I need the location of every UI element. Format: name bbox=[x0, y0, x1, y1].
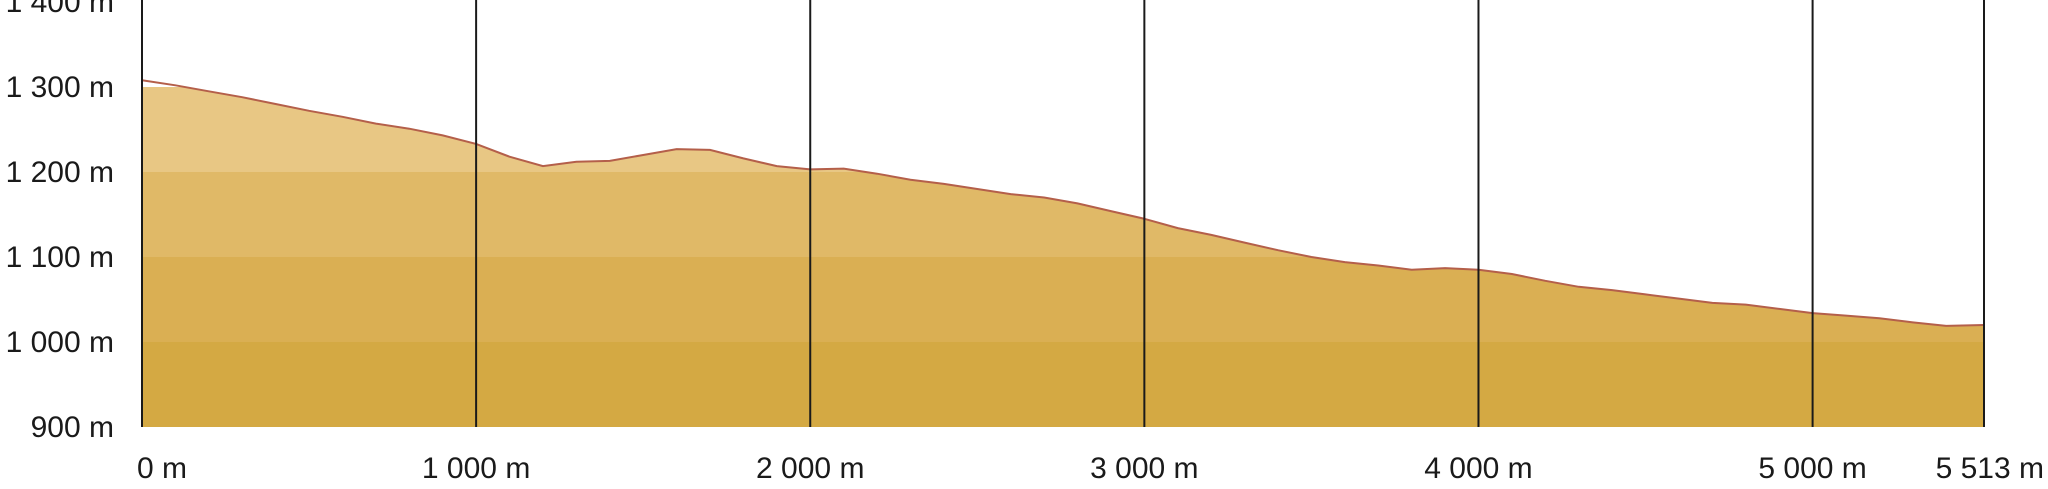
x-tick-label: 5 000 m bbox=[1758, 452, 1866, 485]
x-tick-label: 3 000 m bbox=[1090, 452, 1198, 485]
y-axis-tick-labels: 900 m 1 000 m 1 100 m 1 200 m 1 300 m 1 400 m bbox=[6, 0, 114, 444]
x-tick-label: 0 m bbox=[137, 452, 187, 485]
x-axis-tick-labels: 0 m 1 000 m 2 000 m 3 000 m 4 000 m 5 000 m 5 … bbox=[137, 452, 2044, 485]
y-tick-label: 1 200 m bbox=[6, 156, 114, 189]
sky-mask bbox=[142, 0, 1984, 326]
y-tick-label: 900 m bbox=[31, 411, 114, 444]
y-tick-label: 1 000 m bbox=[6, 326, 114, 359]
distance-gridlines bbox=[141, 0, 1985, 427]
elevation-band bbox=[142, 342, 1984, 427]
y-tick-label: 1 300 m bbox=[6, 71, 114, 104]
x-tick-label: 1 000 m bbox=[422, 452, 530, 485]
y-tick-label: 1 100 m bbox=[6, 241, 114, 274]
y-tick-label: 1 400 m bbox=[6, 0, 114, 19]
elevation-profile-line bbox=[141, 79, 1985, 327]
x-tick-label: 2 000 m bbox=[756, 452, 864, 485]
x-tick-label: 5 513 m bbox=[1936, 452, 2044, 485]
x-tick-label: 4 000 m bbox=[1424, 452, 1532, 485]
